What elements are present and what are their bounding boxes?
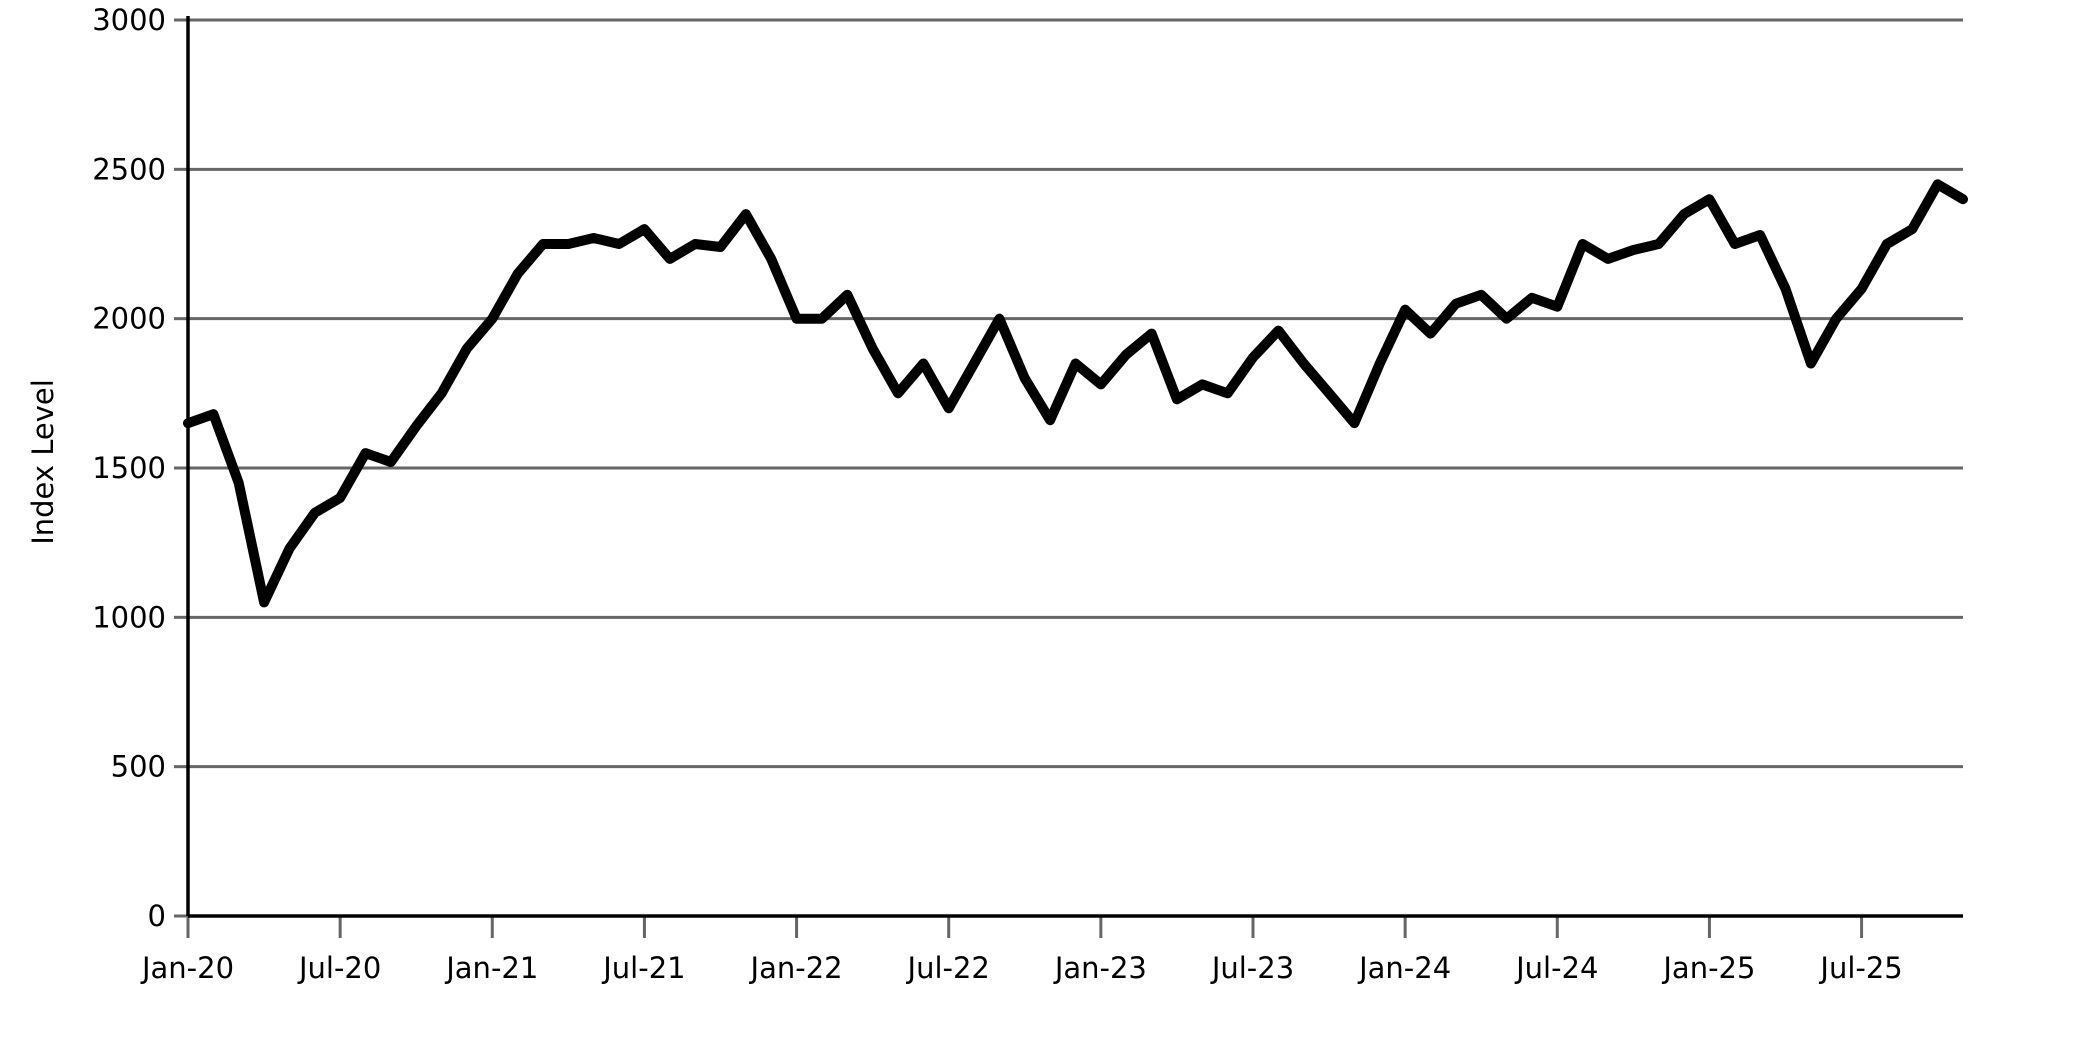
y-tick-label: 0 [148, 899, 166, 933]
x-tick-label: Jul-20 [297, 951, 381, 985]
data-line [183, 179, 1968, 608]
y-tick-label: 1000 [92, 600, 166, 634]
x-tick-label: Jan-25 [1661, 951, 1755, 985]
x-tick-label: Jul-25 [1818, 951, 1902, 985]
x-tick-label: Jul-24 [1514, 951, 1598, 985]
y-tick-label: 2000 [92, 302, 166, 336]
y-tick-label: 1500 [92, 451, 166, 485]
x-tick-label: Jan-21 [444, 951, 538, 985]
x-tick-label: Jul-22 [906, 951, 990, 985]
x-tick-label: Jan-22 [749, 951, 843, 985]
y-tick-label: 3000 [92, 3, 166, 37]
x-tick-label: Jan-24 [1357, 951, 1451, 985]
x-tick-label: Jul-21 [601, 951, 685, 985]
x-tick-label: Jan-20 [140, 951, 234, 985]
y-tick-label: 500 [111, 750, 166, 784]
y-axis-label: Index Level [26, 379, 60, 545]
x-tick-label: Jul-23 [1210, 951, 1294, 985]
y-tick-label: 2500 [92, 152, 166, 186]
x-tick-label: Jan-23 [1053, 951, 1147, 985]
